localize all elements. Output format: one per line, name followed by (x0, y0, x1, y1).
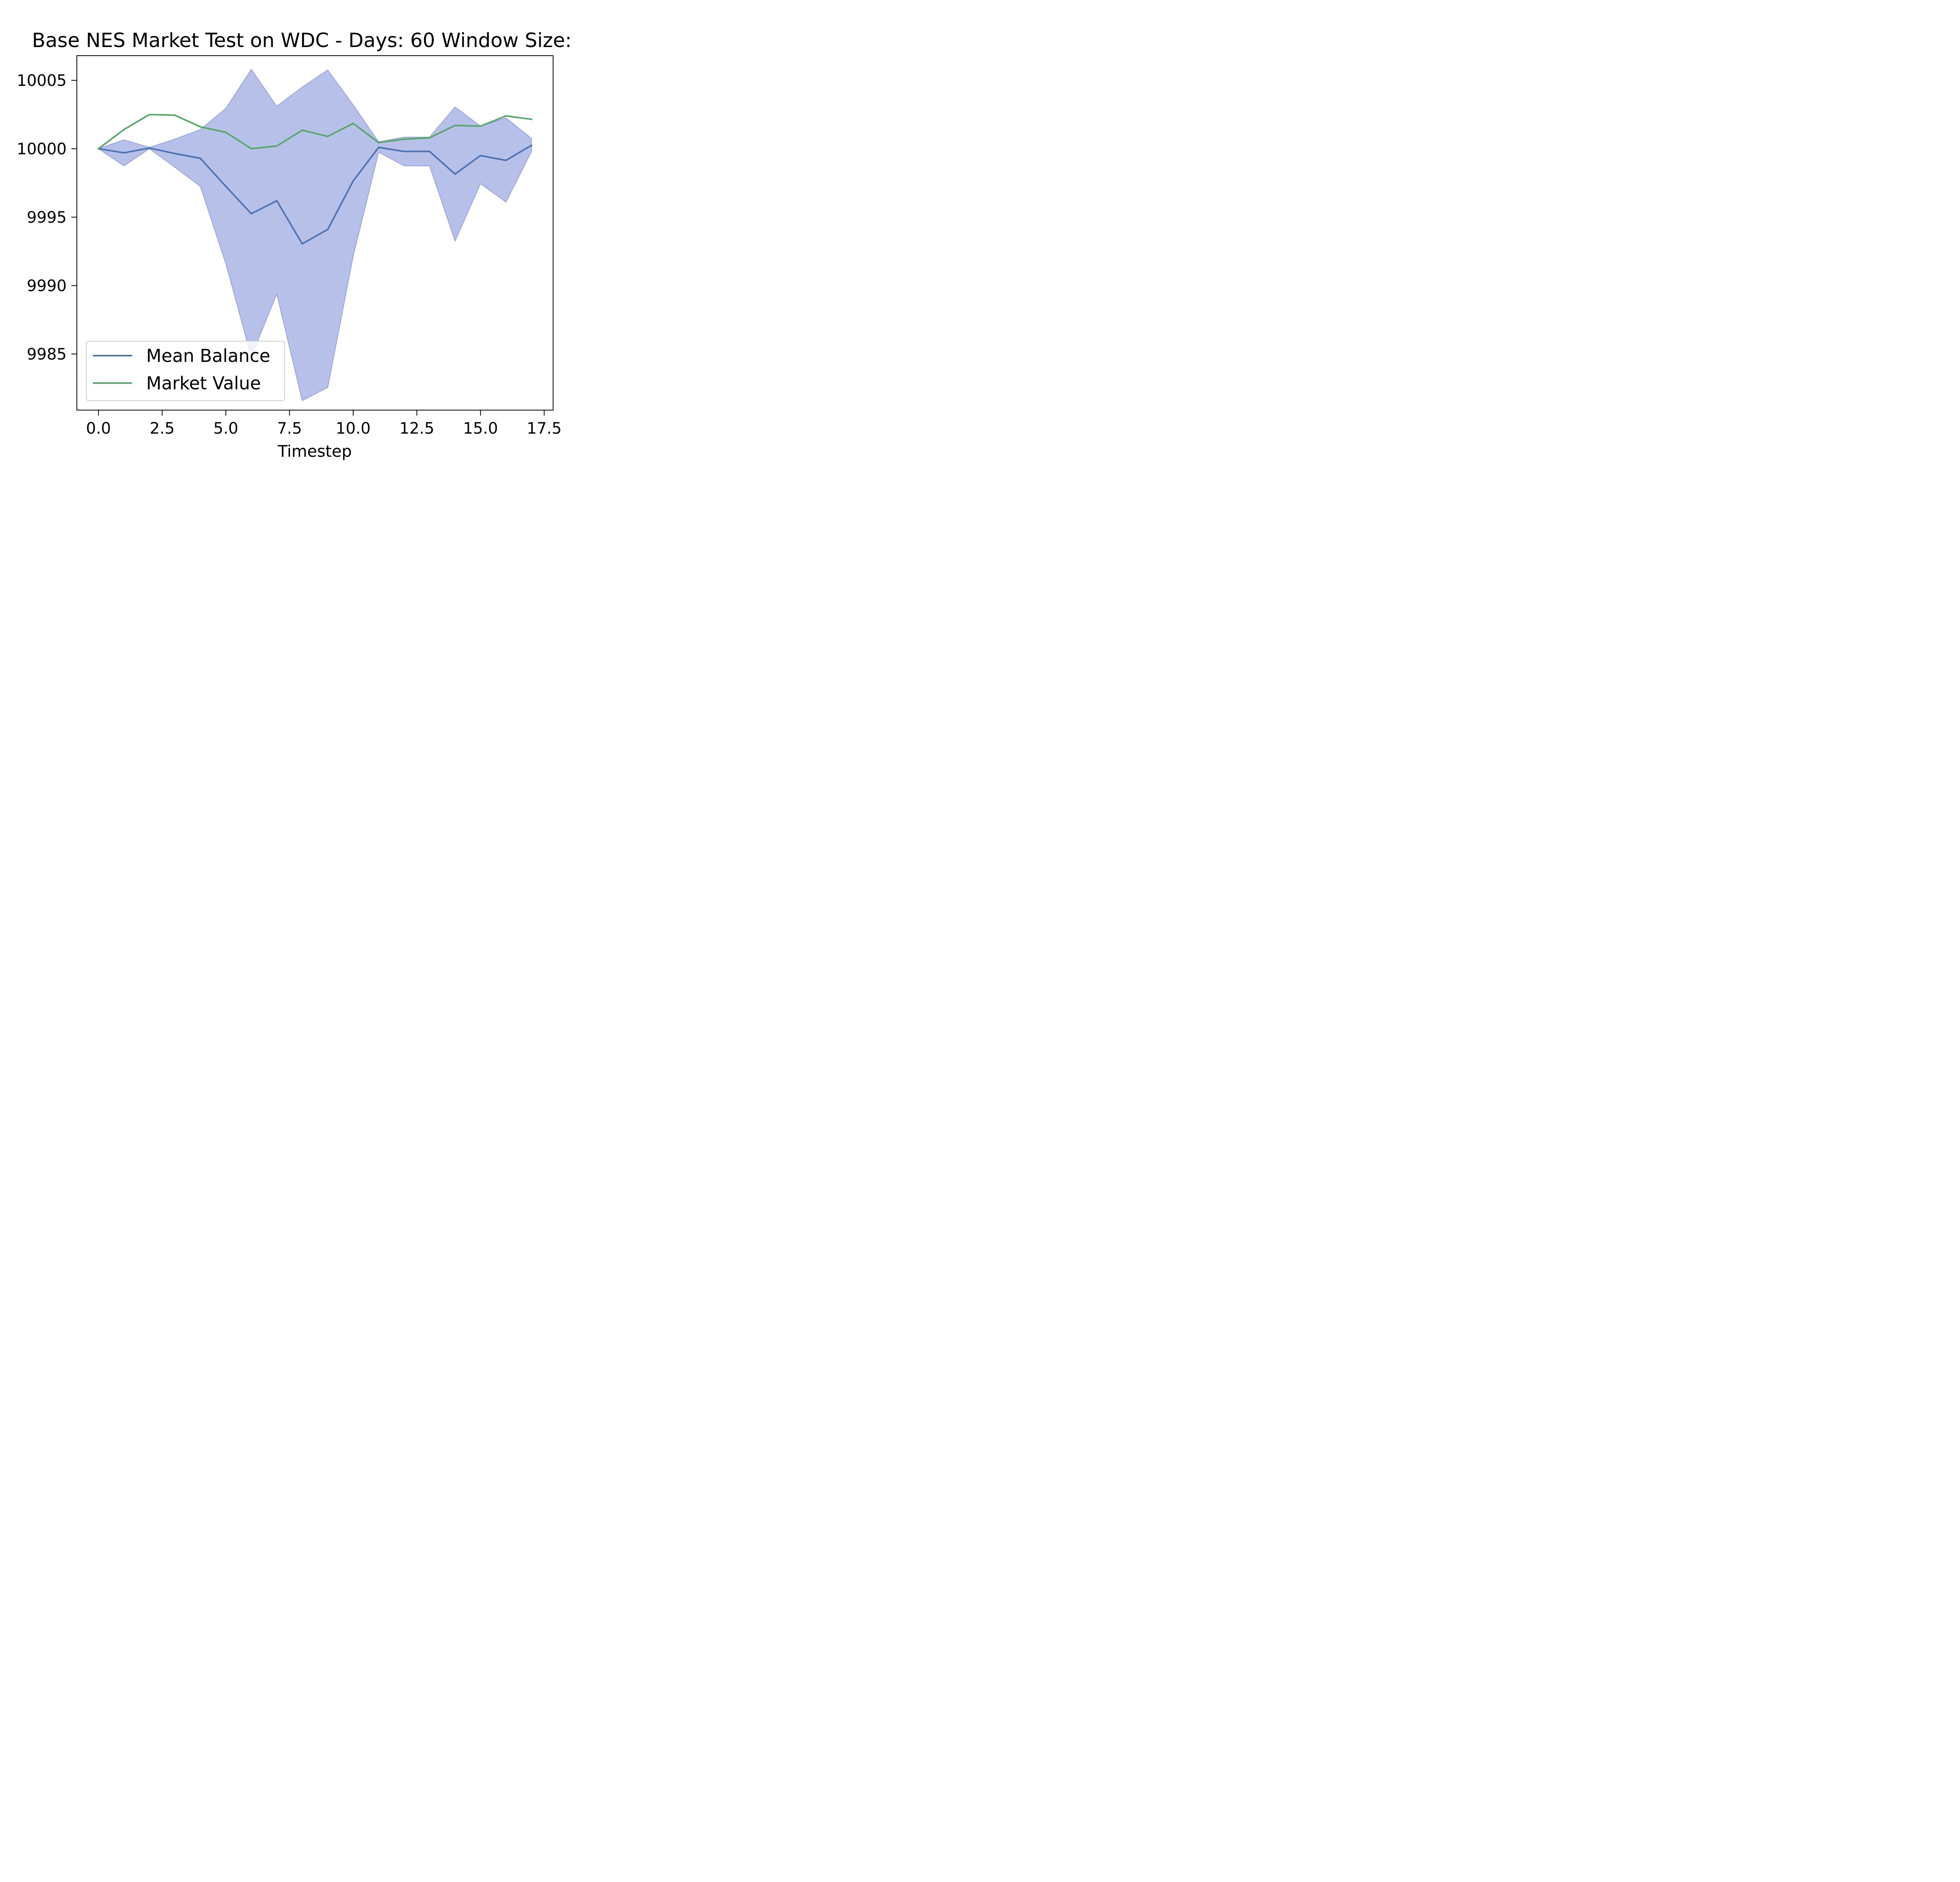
data-point-market-value (454, 125, 456, 126)
legend: Mean Balance Market Value (86, 341, 285, 401)
data-point-mean-balance (174, 153, 176, 154)
data-point-market-value (377, 142, 379, 144)
data-point-mean-balance (479, 154, 481, 156)
x-tick-label: 17.5 (527, 420, 562, 438)
x-tick-label: 2.5 (150, 420, 175, 438)
chart-page: Base NES Market Test on WDC - Days: 60 W… (0, 0, 612, 461)
data-point-mean-balance (377, 146, 379, 148)
data-point-market-value (98, 148, 100, 150)
chart-title: Base NES Market Test on WDC - Days: 60 W… (32, 29, 572, 52)
series-line-mean-balance (97, 144, 533, 245)
chart-svg: Base NES Market Test on WDC - Days: 60 W… (0, 0, 612, 461)
data-point-mean-balance (276, 200, 278, 202)
data-point-market-value (505, 115, 507, 117)
data-point-market-value (225, 131, 227, 133)
data-point-mean-balance (403, 151, 405, 153)
data-point-mean-balance (530, 144, 532, 146)
data-point-mean-balance (149, 147, 151, 149)
legend-label-mean-balance: Mean Balance (146, 345, 270, 366)
y-axis-ticks: 9985 9990 9995 10000 10005 (17, 72, 77, 363)
data-point-market-value (174, 114, 176, 116)
y-tick-label: 9985 (27, 345, 67, 363)
data-point-mean-balance (301, 243, 303, 245)
x-tick-label: 7.5 (277, 420, 302, 438)
data-point-market-value (149, 114, 151, 116)
data-point-market-value (123, 129, 125, 131)
y-tick-label: 9995 (27, 209, 67, 227)
data-point-market-value (327, 135, 328, 137)
x-tick-label: 15.0 (463, 420, 498, 438)
data-point-mean-balance (428, 151, 430, 153)
data-point-market-value (403, 138, 405, 140)
data-point-mean-balance (250, 213, 252, 215)
x-tick-label: 5.0 (213, 420, 238, 438)
series-line-market-value (97, 114, 533, 150)
data-point-market-value (200, 126, 201, 128)
y-tick-label: 9990 (27, 277, 67, 295)
data-point-mean-balance (200, 157, 201, 159)
y-tick-label: 10000 (17, 140, 67, 158)
data-point-mean-balance (225, 185, 227, 187)
data-point-mean-balance (454, 173, 456, 175)
x-axis-label: Timestep (277, 442, 352, 461)
x-tick-label: 12.5 (399, 420, 434, 438)
data-point-market-value (301, 129, 303, 131)
y-tick-label: 10005 (17, 72, 67, 90)
data-point-market-value (479, 125, 481, 127)
data-point-market-value (250, 148, 252, 150)
data-point-mean-balance (352, 180, 354, 182)
plot-area (97, 69, 533, 401)
data-point-market-value (530, 118, 532, 120)
data-point-mean-balance (327, 229, 328, 231)
x-tick-label: 10.0 (336, 420, 370, 438)
x-tick-label: 0.0 (86, 420, 111, 438)
data-point-mean-balance (505, 160, 507, 161)
legend-frame (86, 341, 285, 401)
data-point-market-value (352, 122, 354, 124)
axes-frame (76, 55, 554, 411)
data-point-mean-balance (123, 152, 125, 154)
x-axis-ticks: 0.0 2.5 5.0 7.5 10.0 12.5 15.0 17.5 (86, 410, 562, 438)
data-point-market-value (428, 137, 430, 139)
legend-label-market-value: Market Value (146, 373, 261, 394)
data-point-market-value (276, 145, 278, 147)
